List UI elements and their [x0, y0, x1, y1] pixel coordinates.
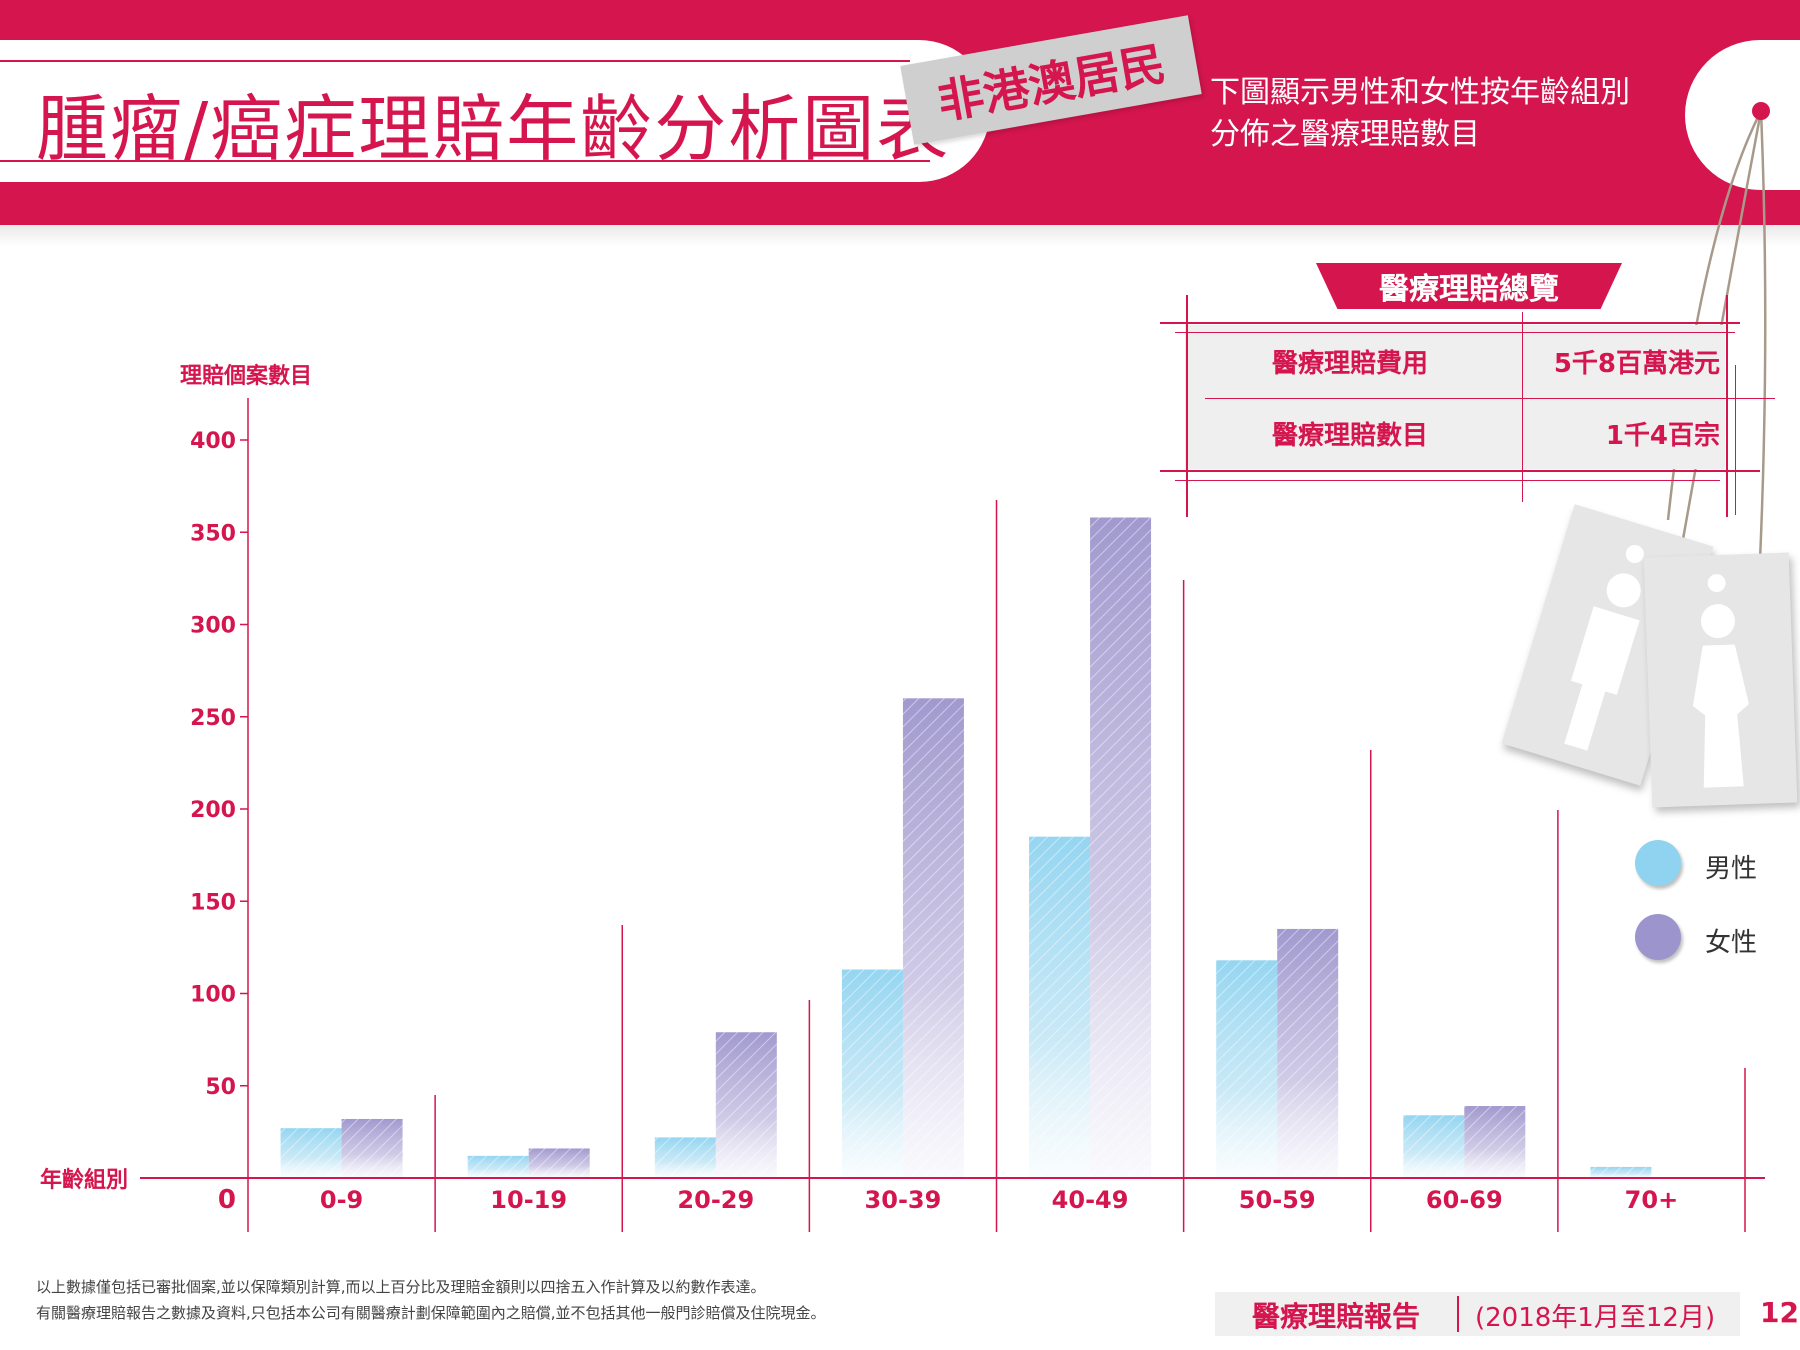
summary-label: 醫療理賠費用 — [1271, 348, 1428, 379]
bar-hatch — [1029, 836, 1091, 1178]
bar-hatch — [528, 1148, 590, 1178]
summary-rule — [1175, 480, 1720, 481]
bar-hatch — [841, 969, 903, 1178]
summary-rule — [1186, 295, 1188, 517]
y-tick-label: 300 — [190, 614, 236, 639]
summary-rule — [1160, 322, 1740, 324]
bar-hatch — [1590, 1166, 1652, 1178]
footer-report-title: 醫療理賠報告 — [1252, 1300, 1421, 1333]
page-title: 腫瘤/癌症理賠年齡分析圖表 — [36, 87, 951, 171]
female-swatch — [1635, 914, 1681, 960]
bar-hatch — [654, 1137, 716, 1178]
bar-hatch — [341, 1118, 403, 1178]
bar-hatch — [1216, 960, 1278, 1178]
footer-separator — [1457, 1296, 1459, 1332]
header-description-line1: 下圖顯示男性和女性按年齡組別 — [1210, 75, 1630, 110]
summary-label: 醫療理賠數目 — [1271, 420, 1428, 451]
y-tick-label: 250 — [190, 706, 236, 731]
bar-hatch — [902, 698, 964, 1178]
footnote-1: 以上數據僅包括已審批個案,並以保障類別計算,而以上百分比及理賠金額則以四捨五入作… — [36, 1278, 766, 1296]
male-tag — [1501, 504, 1714, 786]
x-tick-label: 70+ — [1625, 1186, 1679, 1214]
header-description: 下圖顯示男性和女性按年齡組別 分佈之醫療理賠數目 — [1210, 72, 1650, 156]
x-tick-label: 60-69 — [1426, 1186, 1503, 1214]
summary-row-count: 醫療理賠數目 1千4百宗 — [1185, 397, 1725, 469]
summary-rule — [1205, 398, 1775, 399]
summary-rule — [1175, 332, 1735, 333]
x-tick-label: 10-19 — [490, 1186, 567, 1214]
y-tick-label: 100 — [190, 983, 236, 1008]
summary-table: 醫療理賠費用 5千8百萬港元 醫療理賠數目 1千4百宗 — [1185, 325, 1725, 469]
footer-period: (2018年1月至12月) — [1475, 1303, 1716, 1333]
footer-bar — [1215, 1292, 1740, 1336]
bar-hatch — [715, 1032, 777, 1178]
y-tick-label: 50 — [205, 1075, 236, 1100]
female-figure-icon — [1692, 574, 1749, 788]
male-swatch — [1635, 840, 1681, 886]
x-tick-label: 20-29 — [677, 1186, 754, 1214]
x-tick-label: 0-9 — [320, 1186, 363, 1214]
summary-row-cost: 醫療理賠費用 5千8百萬港元 — [1185, 325, 1725, 397]
title-panel — [0, 40, 990, 182]
legend-label-male: 男性 — [1705, 854, 1758, 884]
x-tick-label: 40-49 — [1052, 1186, 1129, 1214]
bar-hatch — [467, 1155, 529, 1178]
y-tick-label: 400 — [190, 429, 236, 454]
bar-hatch — [1464, 1106, 1526, 1178]
summary-title: 醫療理賠總覽 — [1316, 263, 1622, 309]
female-tag — [1643, 552, 1798, 808]
header-description-line2: 分佈之醫療理賠數目 — [1210, 117, 1480, 152]
x-tick-label: 50-59 — [1239, 1186, 1316, 1214]
legend-item-male: 男性 — [1635, 840, 1785, 890]
summary-value: 1千4百宗 — [1605, 420, 1720, 451]
bar-hatch — [1403, 1115, 1465, 1178]
y-tick-label: 350 — [190, 521, 236, 546]
summary-rule — [1735, 365, 1736, 515]
legend-item-female: 女性 — [1635, 914, 1785, 964]
summary-rule — [1160, 470, 1760, 472]
summary-rule — [1726, 295, 1728, 517]
pin-icon — [1752, 102, 1770, 120]
male-figure-icon — [1564, 545, 1644, 751]
bar-hatch — [1090, 517, 1152, 1178]
summary-value: 5千8百萬港元 — [1553, 348, 1720, 379]
bar-hatch — [280, 1128, 342, 1178]
summary-rule — [1522, 312, 1523, 502]
y-tick-label: 150 — [190, 890, 236, 915]
title-rule-top — [0, 60, 910, 62]
title-rule-bottom — [0, 160, 930, 162]
x-tick-label: 30-39 — [865, 1186, 942, 1214]
y-tick-label: 200 — [190, 798, 236, 823]
legend-label-female: 女性 — [1705, 928, 1758, 958]
y-tick-label: 0 — [218, 1185, 236, 1215]
footnote-2: 有關醫療理賠報告之數據及資料,只包括本公司有關醫療計劃保障範圍內之賠償,並不包括… — [36, 1304, 826, 1322]
y-axis-title: 理賠個案數目 — [180, 364, 313, 389]
page-number: 12 — [1760, 1296, 1799, 1329]
header-shadow — [0, 225, 1800, 247]
x-axis-title: 年齡組別 — [40, 1168, 129, 1193]
bar-hatch — [1277, 928, 1339, 1178]
